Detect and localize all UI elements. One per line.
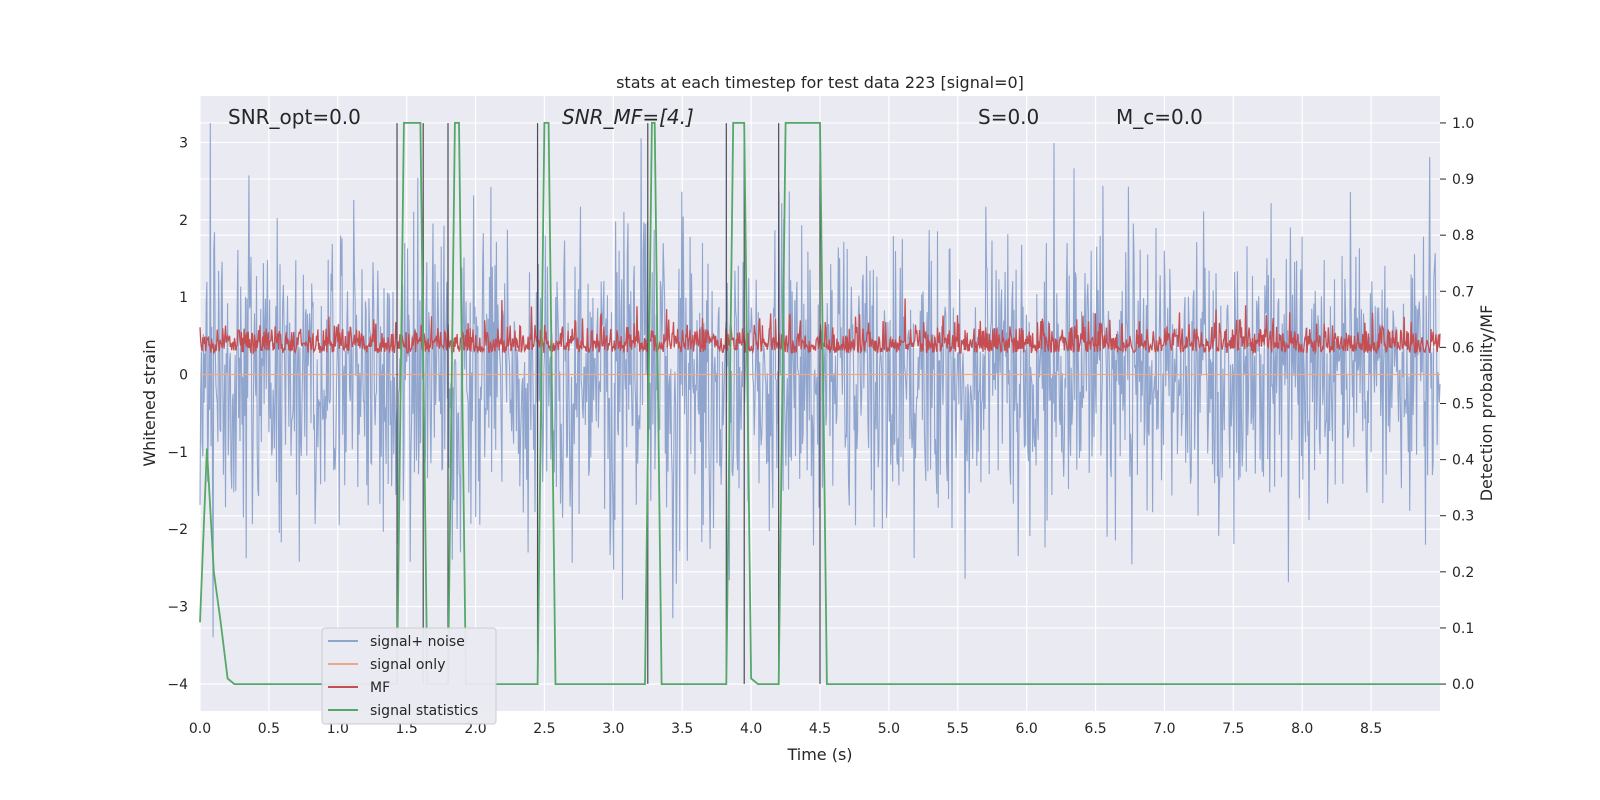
y2-tick-0.6: 0.6 <box>1452 340 1474 356</box>
x-tick-5.5: 5.5 <box>947 721 969 737</box>
y2-tick-0.0: 0.0 <box>1452 677 1474 693</box>
y-axis-label: Whitened strain <box>140 339 159 466</box>
y2-tick-0.5: 0.5 <box>1452 397 1474 413</box>
y2-ticks: 1.0 0.9 0.8 0.7 0.6 0.5 0.4 0.3 0.2 0.1 0.0 <box>1440 116 1474 693</box>
x-tick-4.0: 4.0 <box>740 721 762 737</box>
y-tick-3: 3 <box>179 135 188 151</box>
statistics-line <box>199 122 1440 685</box>
annotation-snr-opt: SNR_opt=0.0 <box>228 105 361 129</box>
x-tick-3.5: 3.5 <box>671 721 693 737</box>
annotation-mc: M_c=0.0 <box>1116 105 1203 129</box>
x-tick-3.0: 3.0 <box>602 721 624 737</box>
y-tick-−2: −2 <box>167 522 188 538</box>
y-ticks: 3 2 1 0 −1 −2 −3 −4 <box>167 135 188 693</box>
y2-tick-0.1: 0.1 <box>1452 621 1474 637</box>
y2-tick-0.7: 0.7 <box>1452 284 1474 300</box>
x-axis-label: Time (s) <box>786 745 852 764</box>
y-tick-−4: −4 <box>167 677 188 693</box>
x-tick-7.0: 7.0 <box>1153 721 1175 737</box>
y2-tick-1.0: 1.0 <box>1452 116 1474 132</box>
legend-label-noise: signal+ noise <box>370 634 465 650</box>
x-tick-8.5: 8.5 <box>1360 721 1382 737</box>
x-tick-8.0: 8.0 <box>1291 721 1313 737</box>
x-tick-1.0: 1.0 <box>327 721 349 737</box>
annotation-snr-mf: SNR_MF=[4.] <box>562 105 694 129</box>
chart-title: stats at each timestep for test data 223… <box>616 73 1024 92</box>
y-tick-1: 1 <box>179 290 188 306</box>
x-tick-0.0: 0.0 <box>189 721 211 737</box>
series-signal-statistics <box>199 122 1440 685</box>
y-tick-2: 2 <box>179 213 188 229</box>
x-tick-2.5: 2.5 <box>533 721 555 737</box>
y2-tick-0.3: 0.3 <box>1452 509 1474 525</box>
x-tick-4.5: 4.5 <box>809 721 831 737</box>
annotation-s: S=0.0 <box>978 105 1039 129</box>
y2-tick-0.9: 0.9 <box>1452 172 1474 188</box>
x-tick-0.5: 0.5 <box>258 721 280 737</box>
legend-box <box>321 627 497 725</box>
y2-tick-0.8: 0.8 <box>1452 228 1474 244</box>
legend: signal+ noise signal only MF signal stat… <box>321 627 497 725</box>
y-tick-−1: −1 <box>167 445 188 461</box>
y-tick-−3: −3 <box>167 600 188 616</box>
x-tick-6.0: 6.0 <box>1016 721 1038 737</box>
y2-tick-0.4: 0.4 <box>1452 453 1474 469</box>
x-tick-6.5: 6.5 <box>1084 721 1106 737</box>
x-tick-7.5: 7.5 <box>1222 721 1244 737</box>
y-tick-0: 0 <box>179 367 188 383</box>
x-tick-1.5: 1.5 <box>396 721 418 737</box>
legend-label-signal-only: signal only <box>370 657 445 673</box>
y2-tick-0.2: 0.2 <box>1452 565 1474 581</box>
x-tick-2.0: 2.0 <box>464 721 486 737</box>
y2-axis-label: Detection probability/MF <box>1477 305 1496 502</box>
x-ticks: 0.0 0.5 1.0 1.5 2.0 2.5 3.0 3.5 4.0 4.5 5.0 5.5 6.0 6… <box>189 721 1382 737</box>
x-tick-5.0: 5.0 <box>878 721 900 737</box>
legend-label-mf: MF <box>370 680 390 696</box>
legend-label-statistics: signal statistics <box>370 703 478 719</box>
